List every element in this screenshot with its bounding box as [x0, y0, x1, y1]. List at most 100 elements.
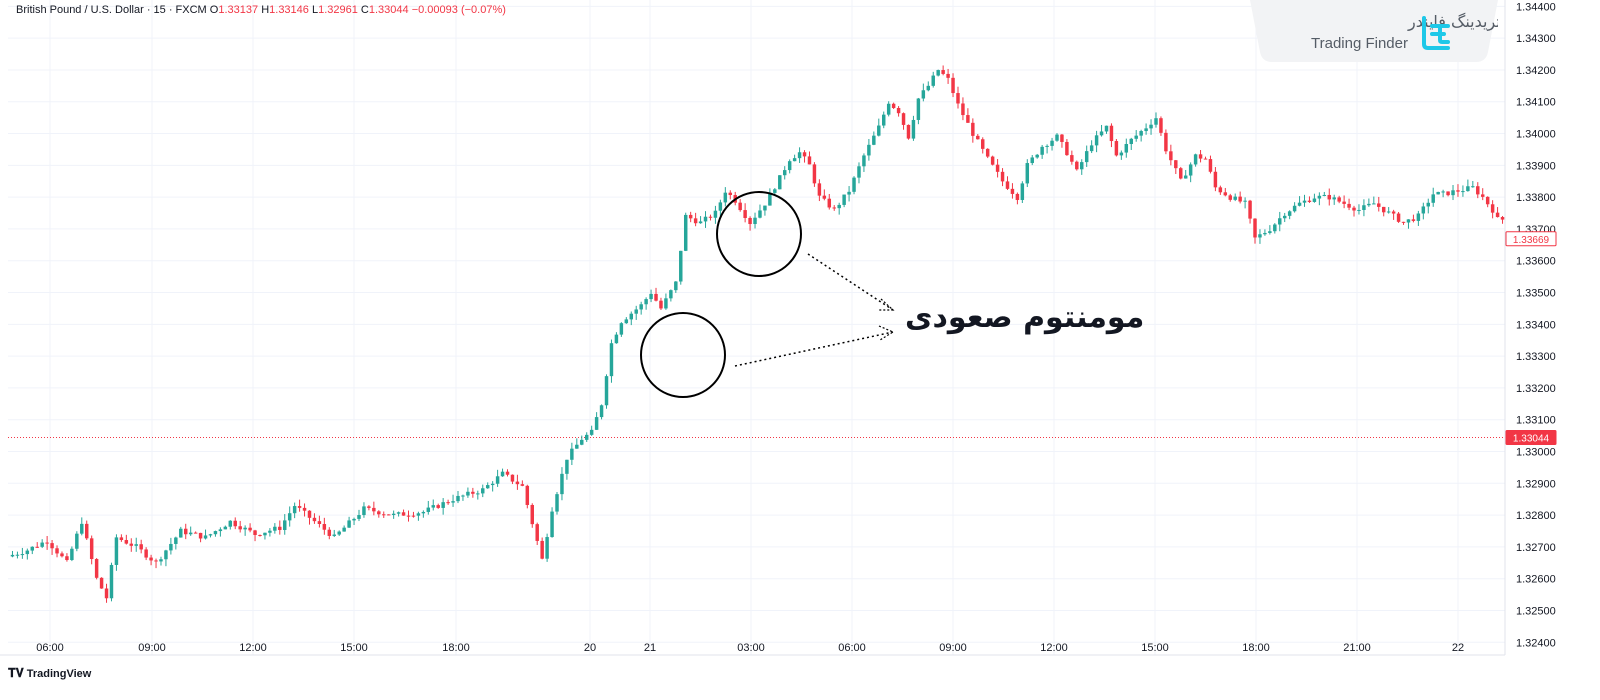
candle-body: [946, 73, 950, 78]
candle-body: [1451, 190, 1455, 196]
logo-icon: [1422, 16, 1450, 50]
candle-body: [520, 484, 525, 486]
candle-body: [1258, 234, 1262, 238]
candle-body: [238, 526, 242, 530]
candle-body: [817, 183, 822, 196]
arrow-head-upper: [878, 298, 895, 311]
candle-body: [584, 434, 589, 440]
x-tick-label: 12:00: [1040, 642, 1068, 654]
candle-body: [223, 526, 228, 530]
candle-body: [1401, 221, 1406, 223]
candle-body: [1183, 175, 1188, 179]
candle-body: [154, 560, 158, 562]
candle-body: [1396, 213, 1401, 222]
candle-body: [1094, 135, 1099, 146]
candle-body: [852, 177, 856, 192]
candle-body: [401, 512, 406, 516]
candle-body: [213, 531, 218, 535]
candle-body: [302, 507, 307, 511]
annotation-overlay: [640, 191, 895, 398]
candle-body: [1174, 160, 1178, 169]
candle-body: [976, 135, 980, 140]
candle-body: [698, 221, 703, 224]
momentum-circle-upper: [716, 191, 802, 277]
candle-body: [1381, 206, 1386, 213]
candle-body: [1065, 141, 1069, 156]
candle-body: [99, 577, 104, 589]
candle-body: [609, 343, 614, 377]
candle-body: [129, 543, 134, 546]
candle-body: [1080, 162, 1084, 170]
candle-body: [372, 507, 376, 512]
candle-body: [307, 510, 312, 518]
candle-body: [510, 474, 515, 482]
x-tick-label: 06:00: [838, 642, 866, 654]
trading-finder-logo: تریدینگ فایندر Trading Finder: [1250, 0, 1501, 62]
candle-body: [1005, 181, 1010, 189]
candle-body: [377, 511, 381, 515]
candle-body: [1169, 151, 1173, 161]
candle-body: [693, 218, 698, 224]
candle-body: [708, 216, 713, 218]
candle-body: [466, 491, 470, 496]
candle-body: [431, 505, 435, 508]
candle-body: [1010, 188, 1015, 194]
candle-body: [70, 548, 74, 561]
candle-body: [1273, 224, 1277, 232]
candle-body: [634, 309, 638, 314]
candle-body: [1020, 183, 1025, 200]
candle-body: [832, 207, 836, 209]
candle-body: [807, 156, 812, 165]
candle-body: [896, 107, 901, 114]
candle-body: [159, 559, 163, 562]
candle-body: [357, 515, 361, 519]
bullish-momentum-label: مومنتوم صعودی: [905, 300, 1145, 335]
y-tick-label: 1.33500: [1516, 288, 1556, 300]
candle-body: [629, 313, 633, 320]
candle-body: [253, 530, 257, 535]
candle-body: [1307, 200, 1312, 202]
candle-body: [114, 537, 119, 565]
candle-body: [847, 191, 851, 195]
candle-body: [75, 533, 79, 549]
x-tick-label: 09:00: [939, 642, 967, 654]
candle-body: [842, 194, 846, 205]
candle-body: [703, 216, 708, 222]
candle-body: [263, 532, 267, 536]
candle-body: [961, 103, 965, 116]
candle-body: [1268, 231, 1272, 233]
candle-body: [1426, 202, 1431, 207]
candle-body: [406, 515, 411, 517]
candle-body: [738, 202, 742, 211]
candle-body: [1154, 118, 1158, 125]
candle-body: [589, 429, 594, 435]
candle-body: [287, 513, 292, 521]
candle-body: [228, 520, 233, 527]
candle-body: [966, 115, 970, 123]
candle-body: [1228, 195, 1232, 200]
candle-body: [723, 192, 728, 203]
candle-body: [580, 439, 584, 445]
candle-body: [713, 210, 718, 218]
candle-body: [1233, 196, 1237, 200]
candle-body: [728, 192, 733, 196]
candle-body: [94, 559, 99, 578]
candle-body: [367, 506, 371, 508]
candle-body: [837, 204, 841, 209]
candle-body: [461, 495, 465, 497]
candle-body: [688, 214, 693, 219]
candle-body: [411, 515, 416, 517]
close-value: 1.33044: [368, 4, 409, 16]
candle-body: [119, 537, 124, 541]
candle-body: [550, 511, 554, 538]
candle-body: [941, 70, 945, 74]
y-tick-label: 1.32600: [1516, 574, 1556, 586]
y-tick-label: 1.33100: [1516, 415, 1556, 427]
candle-body: [1421, 206, 1426, 214]
candle-body: [505, 471, 510, 475]
candle-body: [1297, 202, 1302, 206]
candle-body: [1322, 194, 1327, 196]
candle-body: [139, 544, 143, 550]
candle-body: [782, 170, 787, 176]
